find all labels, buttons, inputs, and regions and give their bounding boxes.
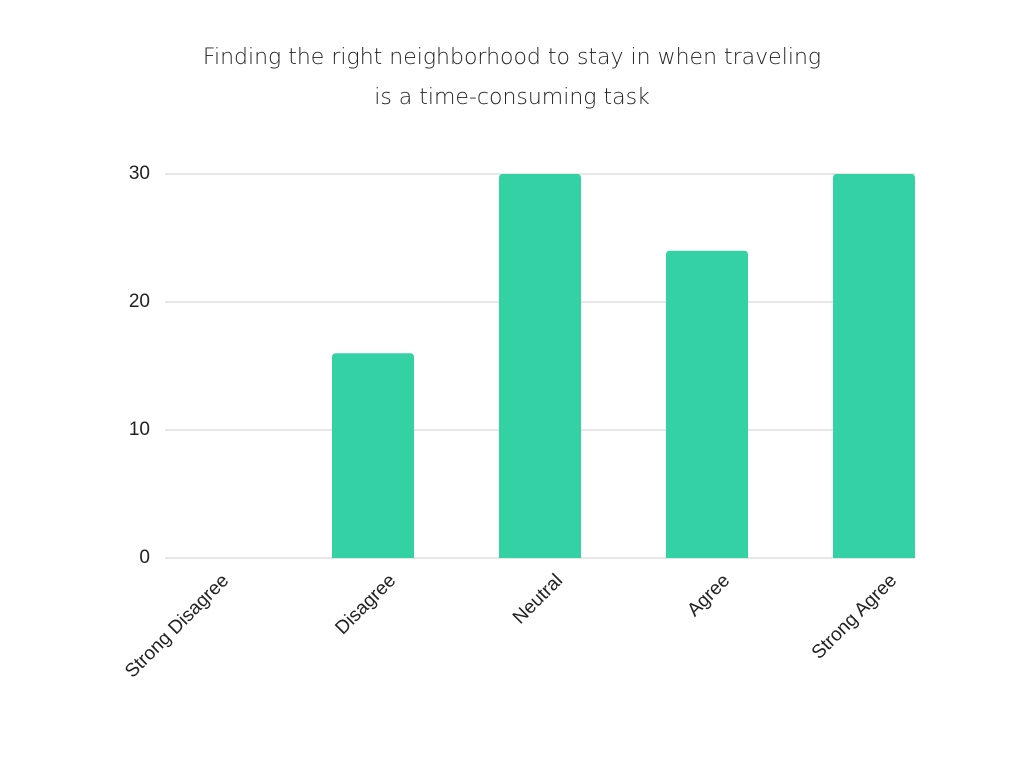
x-tick-label: Agree [683,570,734,621]
bar [666,250,748,559]
x-tick-label: Neutral [509,570,567,628]
bar [833,174,915,558]
chart-title: Finding the right neighborhood to stay i… [202,45,822,110]
x-tick-label: Disagree [331,570,400,639]
bar [332,353,414,558]
y-tick-label: 10 [129,419,150,440]
y-tick-label: 0 [139,547,150,568]
x-tick-label: Strong Disagree [121,570,233,682]
y-tick-label: 20 [129,291,150,312]
bar [499,174,581,558]
y-tick-label: 30 [129,163,150,184]
x-tick-label: Strong Agree [808,570,901,663]
